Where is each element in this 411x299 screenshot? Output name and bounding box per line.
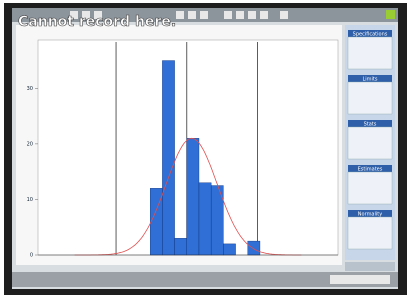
- bar: [199, 183, 211, 255]
- panel-title: Stats: [364, 121, 377, 127]
- close-button[interactable]: [386, 10, 395, 19]
- sidebar-panels: Specifications Limits Stats Estimates Normal…: [348, 30, 392, 249]
- panel-title: Estimates: [358, 166, 383, 172]
- bar: [223, 244, 235, 255]
- panel-body: [348, 217, 392, 249]
- bar: [248, 241, 260, 255]
- panel-title: Limits: [363, 76, 378, 82]
- y-tick-label: 0: [30, 253, 33, 259]
- y-tick-label: 30: [27, 86, 33, 92]
- panel-body: [348, 37, 392, 69]
- sidebar-button[interactable]: [345, 262, 395, 271]
- bar: [187, 138, 199, 255]
- panel-title: Normality: [358, 211, 382, 217]
- y-tick-label: 10: [27, 197, 33, 203]
- panel-body: [348, 82, 392, 114]
- bar: [175, 238, 187, 255]
- clock-area: [330, 275, 390, 284]
- panel-title: Specifications: [353, 31, 388, 37]
- histogram: 0 10 20 30: [27, 40, 338, 259]
- panel-body: [348, 127, 392, 159]
- screenshot: 0 10 20 30 Specifications Limits Stats Estimat…: [0, 0, 411, 299]
- y-tick-label: 20: [27, 141, 33, 147]
- overlay-text: Cannot record here.: [18, 14, 176, 30]
- panel-body: [348, 172, 392, 204]
- bar: [162, 61, 174, 255]
